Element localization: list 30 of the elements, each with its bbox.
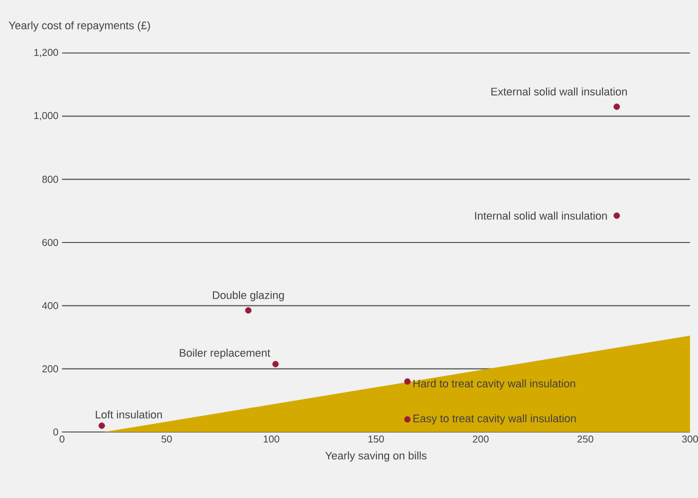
annotation: External solid wall insulation bbox=[491, 87, 627, 96]
x-tick-label: 0 bbox=[60, 436, 64, 443]
annotation: Hard to treat cavity wall insulation bbox=[414, 379, 576, 390]
annotation: Internal solid wall insulation bbox=[475, 212, 607, 220]
x-tick-label: 150 bbox=[368, 436, 384, 443]
point bbox=[272, 360, 279, 368]
annotation: Boiler replacement bbox=[180, 348, 270, 359]
y-tick-label: 800 bbox=[42, 176, 58, 183]
annotation: Loft insulation bbox=[96, 410, 162, 418]
x-tick-label: 50 bbox=[162, 436, 172, 443]
x-axis-title: Yearly saving on bills bbox=[325, 451, 427, 462]
y-tick-label: 1,000 bbox=[34, 112, 58, 120]
x-tick-label: 200 bbox=[472, 436, 489, 443]
annotation: Easy to treat cavity wall insulation bbox=[414, 414, 576, 424]
point bbox=[245, 307, 252, 314]
point bbox=[404, 416, 411, 423]
point bbox=[614, 212, 620, 219]
point bbox=[404, 378, 411, 385]
y-tick-label: 1,200 bbox=[34, 48, 58, 58]
x-tick-label: 300 bbox=[682, 436, 698, 443]
y-tick-label: 0 bbox=[53, 428, 58, 436]
annotation: Double glazing bbox=[212, 290, 284, 302]
point bbox=[614, 104, 620, 110]
x-tick-label: 100 bbox=[264, 436, 280, 443]
y-tick-label: 400 bbox=[42, 302, 58, 310]
y-axis-title: Yearly cost of repayments (£) bbox=[8, 21, 150, 32]
y-tick-label: 600 bbox=[42, 238, 58, 246]
y-tick-label: 200 bbox=[42, 365, 58, 372]
point bbox=[98, 422, 105, 429]
x-tick-label: 250 bbox=[578, 436, 594, 443]
